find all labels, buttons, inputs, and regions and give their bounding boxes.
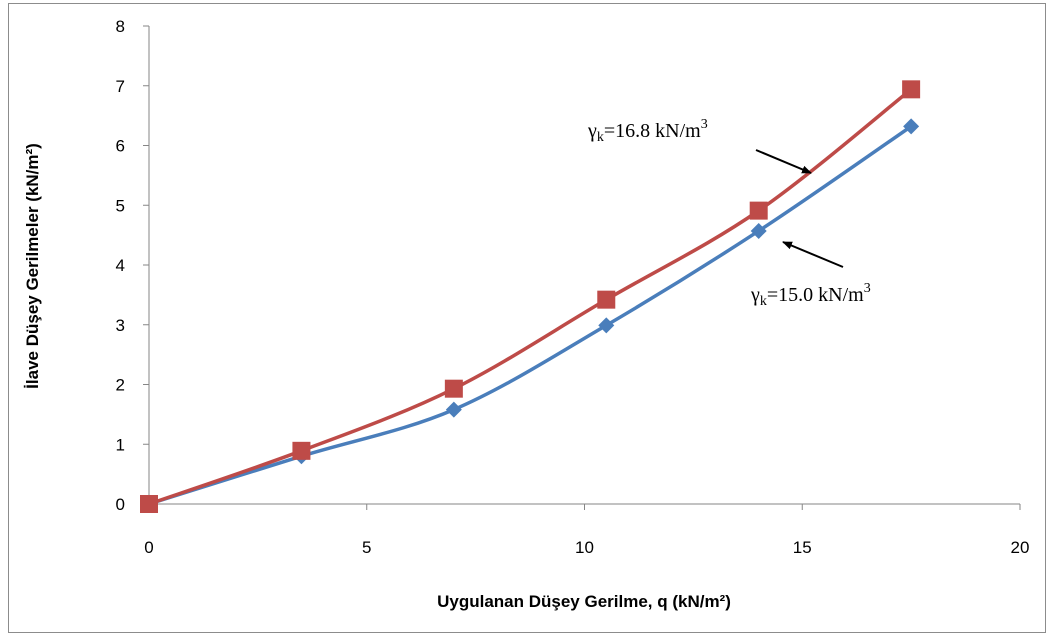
annotation-upper-subscript: k xyxy=(597,130,604,145)
annotation-lower: γk=15.0 kN/m3 xyxy=(750,281,871,309)
y-tick-label: 4 xyxy=(116,256,125,275)
chart-frame xyxy=(8,3,1046,633)
annotation-lower-symbol: γ xyxy=(750,284,760,306)
y-tick-label: 0 xyxy=(116,495,125,514)
x-tick-label: 10 xyxy=(575,538,594,557)
data-point-diamond xyxy=(903,118,920,135)
annotation-upper-arrow xyxy=(755,149,812,174)
y-tick-label: 1 xyxy=(116,435,125,454)
annotation-lower-superscript: 3 xyxy=(864,281,871,296)
y-tick-label: 2 xyxy=(116,376,125,395)
x-tick-label: 5 xyxy=(362,538,371,557)
data-point-square xyxy=(140,495,158,513)
data-point-square xyxy=(902,80,921,99)
series-1-line xyxy=(148,87,913,506)
y-tick-label: 6 xyxy=(116,137,125,156)
series-layer xyxy=(140,80,921,513)
data-point-diamond xyxy=(598,317,615,334)
annotation-lower-subscript: k xyxy=(760,294,767,309)
y-tick-label: 5 xyxy=(116,196,125,215)
annotation-upper-text: =16.8 kN/m xyxy=(604,120,701,142)
x-tick-label: 0 xyxy=(144,538,153,557)
y-axis-title: İlave Düşey Gerilmeler (kN/m²) xyxy=(23,143,42,389)
x-tick-label: 15 xyxy=(793,538,812,557)
x-axis-title: Uygulanan Düşey Gerilme, q (kN/m²) xyxy=(437,592,731,611)
tick-labels: 0 1 2 3 4 5 6 7 8 0 5 10 15 20 xyxy=(116,17,1030,557)
data-point-diamond xyxy=(445,401,462,418)
data-point-diamond xyxy=(750,222,767,239)
annotation-lower-text: =15.0 kN/m xyxy=(767,284,864,306)
data-point-square xyxy=(292,441,311,460)
annotation-lower-arrow xyxy=(782,241,844,268)
series-0-line xyxy=(148,124,913,506)
axes xyxy=(143,25,1021,510)
annotation-upper: γk=16.8 kN/m3 xyxy=(587,117,708,145)
y-tick-label: 8 xyxy=(116,17,125,36)
data-point-square xyxy=(444,379,463,398)
series-1 xyxy=(140,80,921,513)
data-point-square xyxy=(749,201,768,220)
x-tick-label: 20 xyxy=(1011,538,1030,557)
annotation-upper-symbol: γ xyxy=(587,120,597,142)
y-tick-label: 3 xyxy=(116,316,125,335)
data-point-square xyxy=(597,290,616,309)
annotation-upper-superscript: 3 xyxy=(701,117,708,132)
y-tick-label: 7 xyxy=(116,77,125,96)
